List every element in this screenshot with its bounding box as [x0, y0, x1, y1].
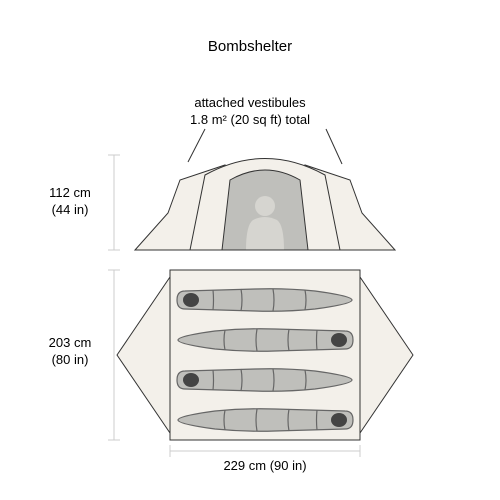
height-metric: 112 cm	[49, 185, 91, 200]
plan-view	[115, 265, 415, 445]
height-bracket	[100, 150, 120, 260]
length-imperial: (80 in)	[52, 352, 89, 367]
elevation-view	[130, 150, 400, 255]
length-metric: 203 cm	[49, 335, 92, 350]
length-bracket	[100, 265, 120, 445]
width-metric: 229 cm	[223, 458, 266, 473]
height-dimension: 112 cm (44 in)	[40, 185, 100, 219]
length-dimension: 203 cm (80 in)	[40, 335, 100, 369]
width-imperial: (90 in)	[270, 458, 307, 473]
width-dimension: 229 cm (90 in)	[170, 458, 360, 475]
height-imperial: (44 in)	[52, 202, 89, 217]
